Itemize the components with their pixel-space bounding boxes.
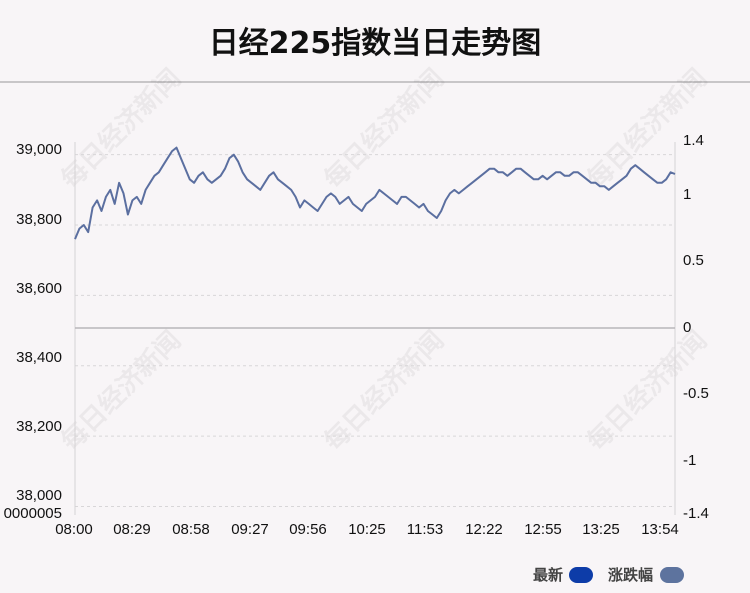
y-left-tick: 39,000	[16, 141, 62, 158]
x-tick: 12:55	[524, 521, 562, 538]
y-right-tick: -1	[683, 452, 697, 469]
y-left-bottom-label: 0000005	[3, 505, 62, 522]
x-tick: 09:27	[231, 521, 269, 538]
y-left-tick: 38,800	[16, 211, 62, 228]
y-right-tick: 1.4	[683, 132, 704, 149]
title-divider	[0, 81, 750, 83]
y-left-tick: 38,000	[16, 487, 62, 504]
y-left-tick: 38,200	[16, 418, 62, 435]
legend-label-latest: 最新	[533, 566, 564, 584]
x-tick: 13:25	[582, 521, 620, 538]
y-right-tick: 0	[683, 319, 692, 336]
watermark-layer: 每日经济新闻 每日经济新闻 每日经济新闻 每日经济新闻 每日经济新闻 每日经济新…	[55, 63, 713, 457]
watermark: 每日经济新闻	[318, 325, 450, 457]
x-tick: 08:29	[113, 521, 151, 538]
legend-swatch-latest	[569, 567, 593, 583]
y-right-tick: 0.5	[683, 252, 704, 269]
x-tick: 09:56	[289, 521, 327, 538]
legend-swatch-change	[660, 567, 684, 583]
y-right-tick: -0.5	[683, 385, 709, 402]
x-tick: 13:54	[641, 521, 679, 538]
series-line	[74, 146, 676, 240]
x-tick: 12:22	[465, 521, 503, 538]
chart-title: 日经225指数当日走势图	[208, 26, 542, 61]
y-right-tick: 1	[683, 186, 692, 203]
x-tick: 10:25	[348, 521, 386, 538]
y-left-tick: 38,400	[16, 349, 62, 366]
watermark: 每日经济新闻	[318, 63, 450, 195]
x-tick: 11:53	[406, 521, 444, 538]
y-left-tick: 38,600	[16, 280, 62, 297]
legend-label-change: 涨跌幅	[608, 566, 654, 584]
y-right-tick: -1.4	[683, 505, 709, 522]
x-tick: 08:00	[55, 521, 93, 538]
x-tick: 08:58	[172, 521, 210, 538]
grid-lines	[75, 154, 675, 508]
